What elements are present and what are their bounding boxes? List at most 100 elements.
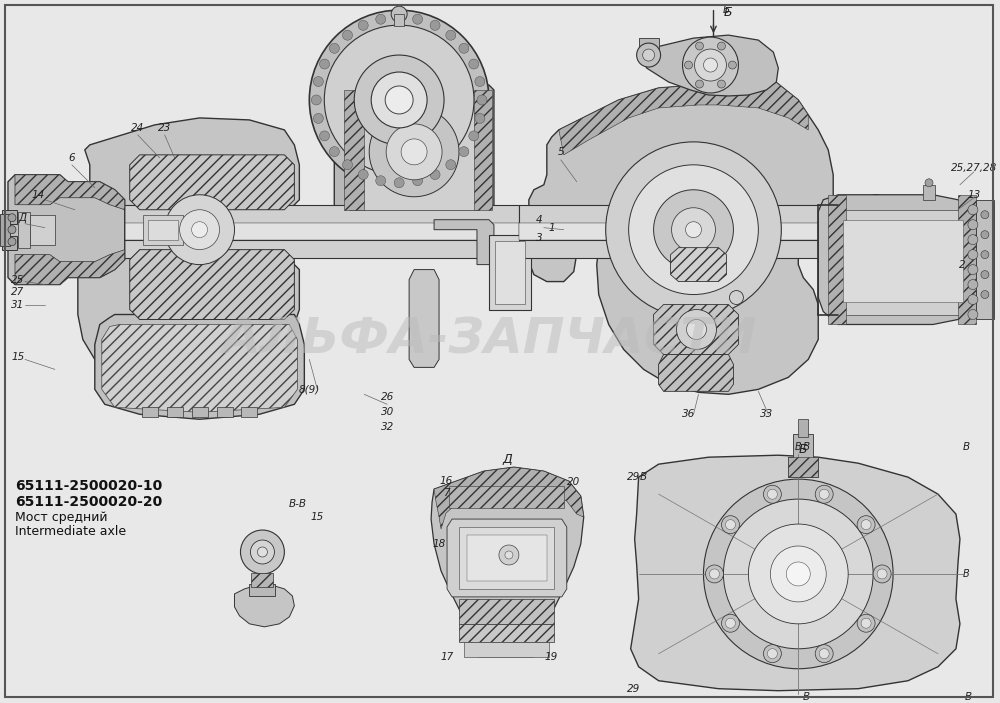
Circle shape [981, 231, 989, 238]
Circle shape [729, 290, 743, 304]
Circle shape [968, 295, 978, 304]
Circle shape [721, 614, 739, 632]
Text: 25,27,28: 25,27,28 [951, 163, 997, 173]
Circle shape [654, 190, 733, 269]
Circle shape [696, 42, 703, 50]
Text: 4: 4 [536, 214, 542, 225]
Bar [788, 457, 818, 477]
Bar [467, 535, 547, 581]
Text: 15: 15 [311, 512, 324, 522]
Bar [0, 214, 10, 245]
Bar [55, 240, 519, 257]
Circle shape [430, 169, 440, 179]
Circle shape [981, 290, 989, 299]
Circle shape [815, 645, 833, 663]
Bar [55, 223, 519, 240]
Circle shape [477, 95, 487, 105]
Bar [18, 212, 30, 247]
Bar [2, 209, 17, 224]
Circle shape [320, 59, 330, 69]
Circle shape [819, 489, 829, 499]
Circle shape [358, 20, 368, 30]
Circle shape [767, 489, 777, 499]
Bar [976, 200, 994, 319]
Polygon shape [234, 585, 294, 627]
Text: 2: 2 [959, 259, 965, 270]
Circle shape [430, 20, 440, 30]
Circle shape [770, 546, 826, 602]
Circle shape [968, 220, 978, 230]
Circle shape [343, 30, 352, 40]
Circle shape [968, 235, 978, 245]
Circle shape [763, 645, 781, 663]
Circle shape [968, 280, 978, 290]
Polygon shape [659, 354, 733, 392]
Bar [843, 220, 963, 302]
Circle shape [311, 95, 321, 105]
Circle shape [324, 25, 474, 175]
Circle shape [687, 319, 706, 340]
Text: 36: 36 [682, 409, 695, 419]
Circle shape [257, 547, 267, 557]
Bar [923, 185, 935, 200]
Bar [459, 527, 554, 589]
Text: 65111-2500020-10: 65111-2500020-10 [15, 479, 162, 493]
Circle shape [376, 176, 386, 186]
Polygon shape [529, 78, 883, 394]
Text: 26: 26 [381, 392, 394, 402]
Bar [251, 573, 273, 587]
Bar [519, 205, 848, 223]
Circle shape [723, 499, 873, 649]
Text: 6: 6 [69, 153, 75, 163]
Bar [958, 195, 976, 325]
Bar [30, 214, 55, 245]
Circle shape [313, 113, 323, 124]
Text: 16: 16 [439, 476, 453, 486]
Bar [142, 407, 158, 418]
Bar [344, 90, 364, 209]
Bar [833, 209, 973, 314]
Bar [249, 584, 275, 596]
Text: Д: Д [502, 453, 512, 465]
Circle shape [695, 49, 726, 81]
Text: Б: Б [799, 443, 808, 456]
Circle shape [165, 195, 234, 264]
Text: В-В: В-В [288, 499, 306, 509]
Circle shape [968, 205, 978, 214]
Text: Б: Б [724, 6, 733, 19]
Circle shape [925, 179, 933, 187]
Bar [519, 223, 848, 240]
Polygon shape [130, 250, 294, 319]
Text: 30: 30 [381, 407, 394, 418]
Bar [217, 407, 233, 418]
Bar [639, 38, 659, 56]
Bar [143, 214, 183, 245]
Text: В: В [962, 442, 969, 452]
Circle shape [677, 309, 716, 349]
Circle shape [505, 551, 513, 559]
Circle shape [728, 61, 736, 69]
Bar [349, 95, 479, 209]
Text: В: В [640, 472, 647, 482]
Bar [459, 599, 554, 624]
Bar [167, 407, 183, 418]
Circle shape [629, 165, 758, 295]
Circle shape [763, 485, 781, 503]
Circle shape [968, 250, 978, 259]
Polygon shape [78, 118, 299, 389]
Circle shape [459, 44, 469, 53]
Circle shape [877, 569, 887, 579]
Circle shape [386, 124, 442, 180]
Polygon shape [559, 78, 808, 155]
Polygon shape [434, 220, 494, 264]
Circle shape [696, 80, 703, 88]
Circle shape [686, 221, 701, 238]
Bar [798, 419, 808, 437]
Circle shape [981, 271, 989, 278]
Polygon shape [818, 195, 978, 325]
Circle shape [250, 540, 274, 564]
Circle shape [8, 214, 16, 221]
Polygon shape [130, 155, 294, 209]
Text: Мост средний: Мост средний [15, 511, 107, 524]
Bar [2, 236, 17, 250]
